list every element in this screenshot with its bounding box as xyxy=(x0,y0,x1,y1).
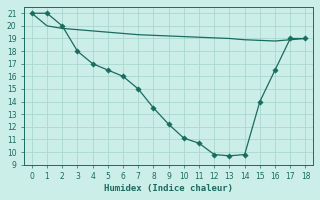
X-axis label: Humidex (Indice chaleur): Humidex (Indice chaleur) xyxy=(104,184,233,193)
